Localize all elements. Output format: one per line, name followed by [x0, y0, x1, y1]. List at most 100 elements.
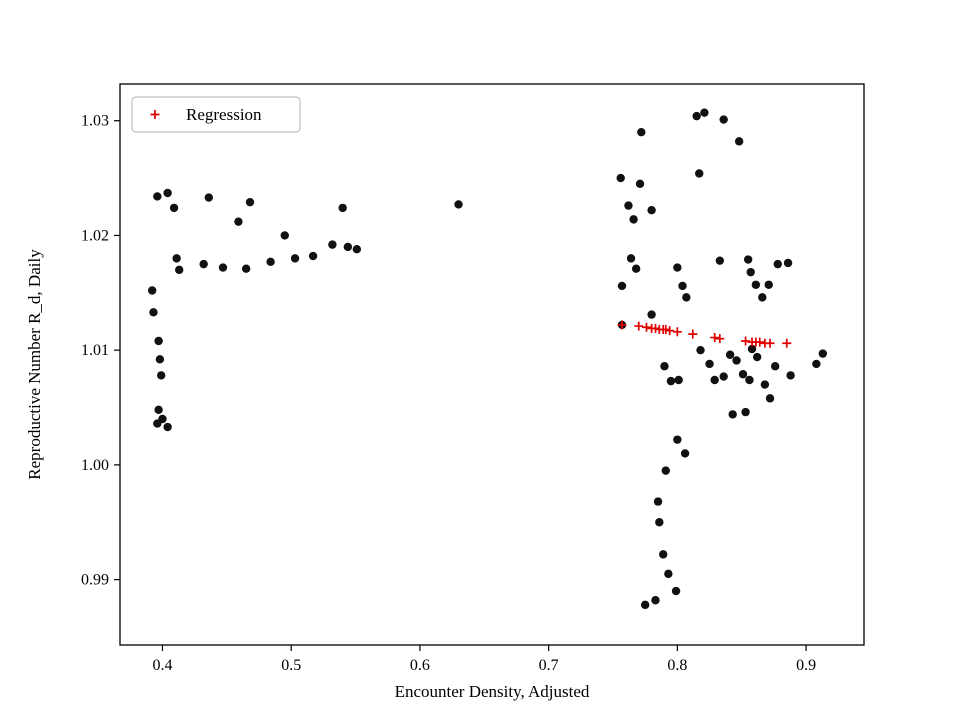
data-point	[617, 281, 627, 291]
regression-point	[661, 325, 671, 335]
y-axis: 0.99 1.00 1.01 1.02 1.03	[81, 113, 120, 589]
data-point	[153, 192, 162, 201]
regression-point	[634, 321, 644, 331]
legend-plus-marker-icon	[150, 110, 160, 119]
data-point	[245, 197, 255, 207]
data-point	[741, 407, 750, 417]
data-point	[204, 193, 214, 202]
x-tick-label: 0.6	[410, 657, 430, 674]
regression-point	[755, 337, 765, 347]
data-point	[725, 350, 735, 359]
data-point	[640, 600, 650, 610]
data-point	[786, 371, 795, 380]
data-point	[653, 497, 663, 506]
data-point	[163, 422, 172, 432]
data-point	[175, 265, 184, 275]
plot-border	[119, 83, 865, 646]
data-point	[680, 449, 690, 458]
regression-point	[741, 336, 751, 346]
data-point	[651, 596, 660, 605]
regression-point	[650, 323, 660, 333]
data-point	[719, 372, 728, 381]
x-tick-label: 0.4	[152, 657, 172, 674]
regression-point	[672, 327, 682, 337]
data-point	[673, 263, 682, 272]
data-point	[673, 435, 682, 444]
data-point	[290, 254, 300, 263]
data-point	[760, 380, 770, 389]
regression-point	[641, 322, 651, 332]
data-point	[154, 405, 163, 415]
data-point	[745, 375, 754, 385]
regression-point	[617, 320, 627, 330]
data-point	[169, 203, 179, 213]
data-point	[747, 344, 757, 354]
data-point	[728, 410, 737, 419]
data-point	[647, 205, 656, 215]
data-point	[812, 359, 821, 369]
data-point	[773, 259, 782, 269]
data-point	[626, 254, 636, 263]
data-point	[343, 242, 353, 252]
data-point	[616, 173, 625, 183]
data-point	[660, 362, 669, 371]
data-point	[743, 255, 753, 264]
data-point	[624, 201, 633, 210]
data-point	[734, 137, 744, 146]
data-point	[746, 267, 755, 277]
data-point	[666, 376, 676, 386]
data-point	[719, 115, 728, 124]
data-point	[629, 215, 638, 224]
data-point	[705, 359, 714, 369]
data-point	[338, 203, 347, 213]
data-point	[147, 286, 157, 295]
data-point	[671, 586, 681, 596]
x-tick-label: 0.5	[281, 657, 301, 674]
data-point	[751, 280, 761, 289]
data-point	[695, 169, 704, 178]
data-point	[631, 264, 641, 273]
data-point	[241, 264, 251, 273]
y-tick-label: 1.02	[81, 227, 109, 244]
data-point	[715, 256, 725, 265]
data-point	[732, 356, 741, 365]
regression-point	[665, 326, 675, 336]
legend: Regression	[131, 96, 301, 133]
data-point	[664, 569, 673, 579]
data-point	[172, 254, 181, 263]
data-point	[199, 259, 208, 269]
regression-point	[688, 329, 698, 339]
y-tick-label: 1.01	[81, 342, 109, 359]
data-point	[637, 127, 646, 137]
data-point	[163, 188, 172, 198]
data-point	[635, 179, 645, 189]
data-point	[156, 371, 166, 380]
data-point	[682, 293, 691, 302]
data-point	[770, 362, 780, 371]
data-point	[234, 217, 243, 226]
data-point	[692, 111, 701, 121]
regression-series	[617, 320, 792, 348]
y-tick-label: 1.03	[81, 113, 109, 130]
data-point	[655, 518, 664, 527]
x-axis-label: Encounter Density, Adjusted	[395, 682, 590, 701]
data-point	[818, 349, 828, 358]
x-tick-label: 0.7	[539, 657, 559, 674]
data-point	[752, 352, 762, 362]
x-axis: 0.4 0.5 0.6 0.7 0.8 0.9	[152, 645, 816, 674]
data-point	[153, 419, 162, 428]
data-point	[783, 258, 793, 268]
x-tick-label: 0.8	[667, 657, 687, 674]
data-point	[328, 240, 337, 249]
legend-label: Regression	[186, 105, 262, 124]
data-point	[647, 310, 656, 319]
data-point	[700, 108, 709, 117]
data-point	[696, 345, 705, 355]
data-point	[266, 257, 275, 267]
legend-box	[131, 96, 301, 133]
data-point	[218, 263, 228, 272]
x-tick-label: 0.9	[796, 657, 816, 674]
data-point	[280, 231, 289, 240]
